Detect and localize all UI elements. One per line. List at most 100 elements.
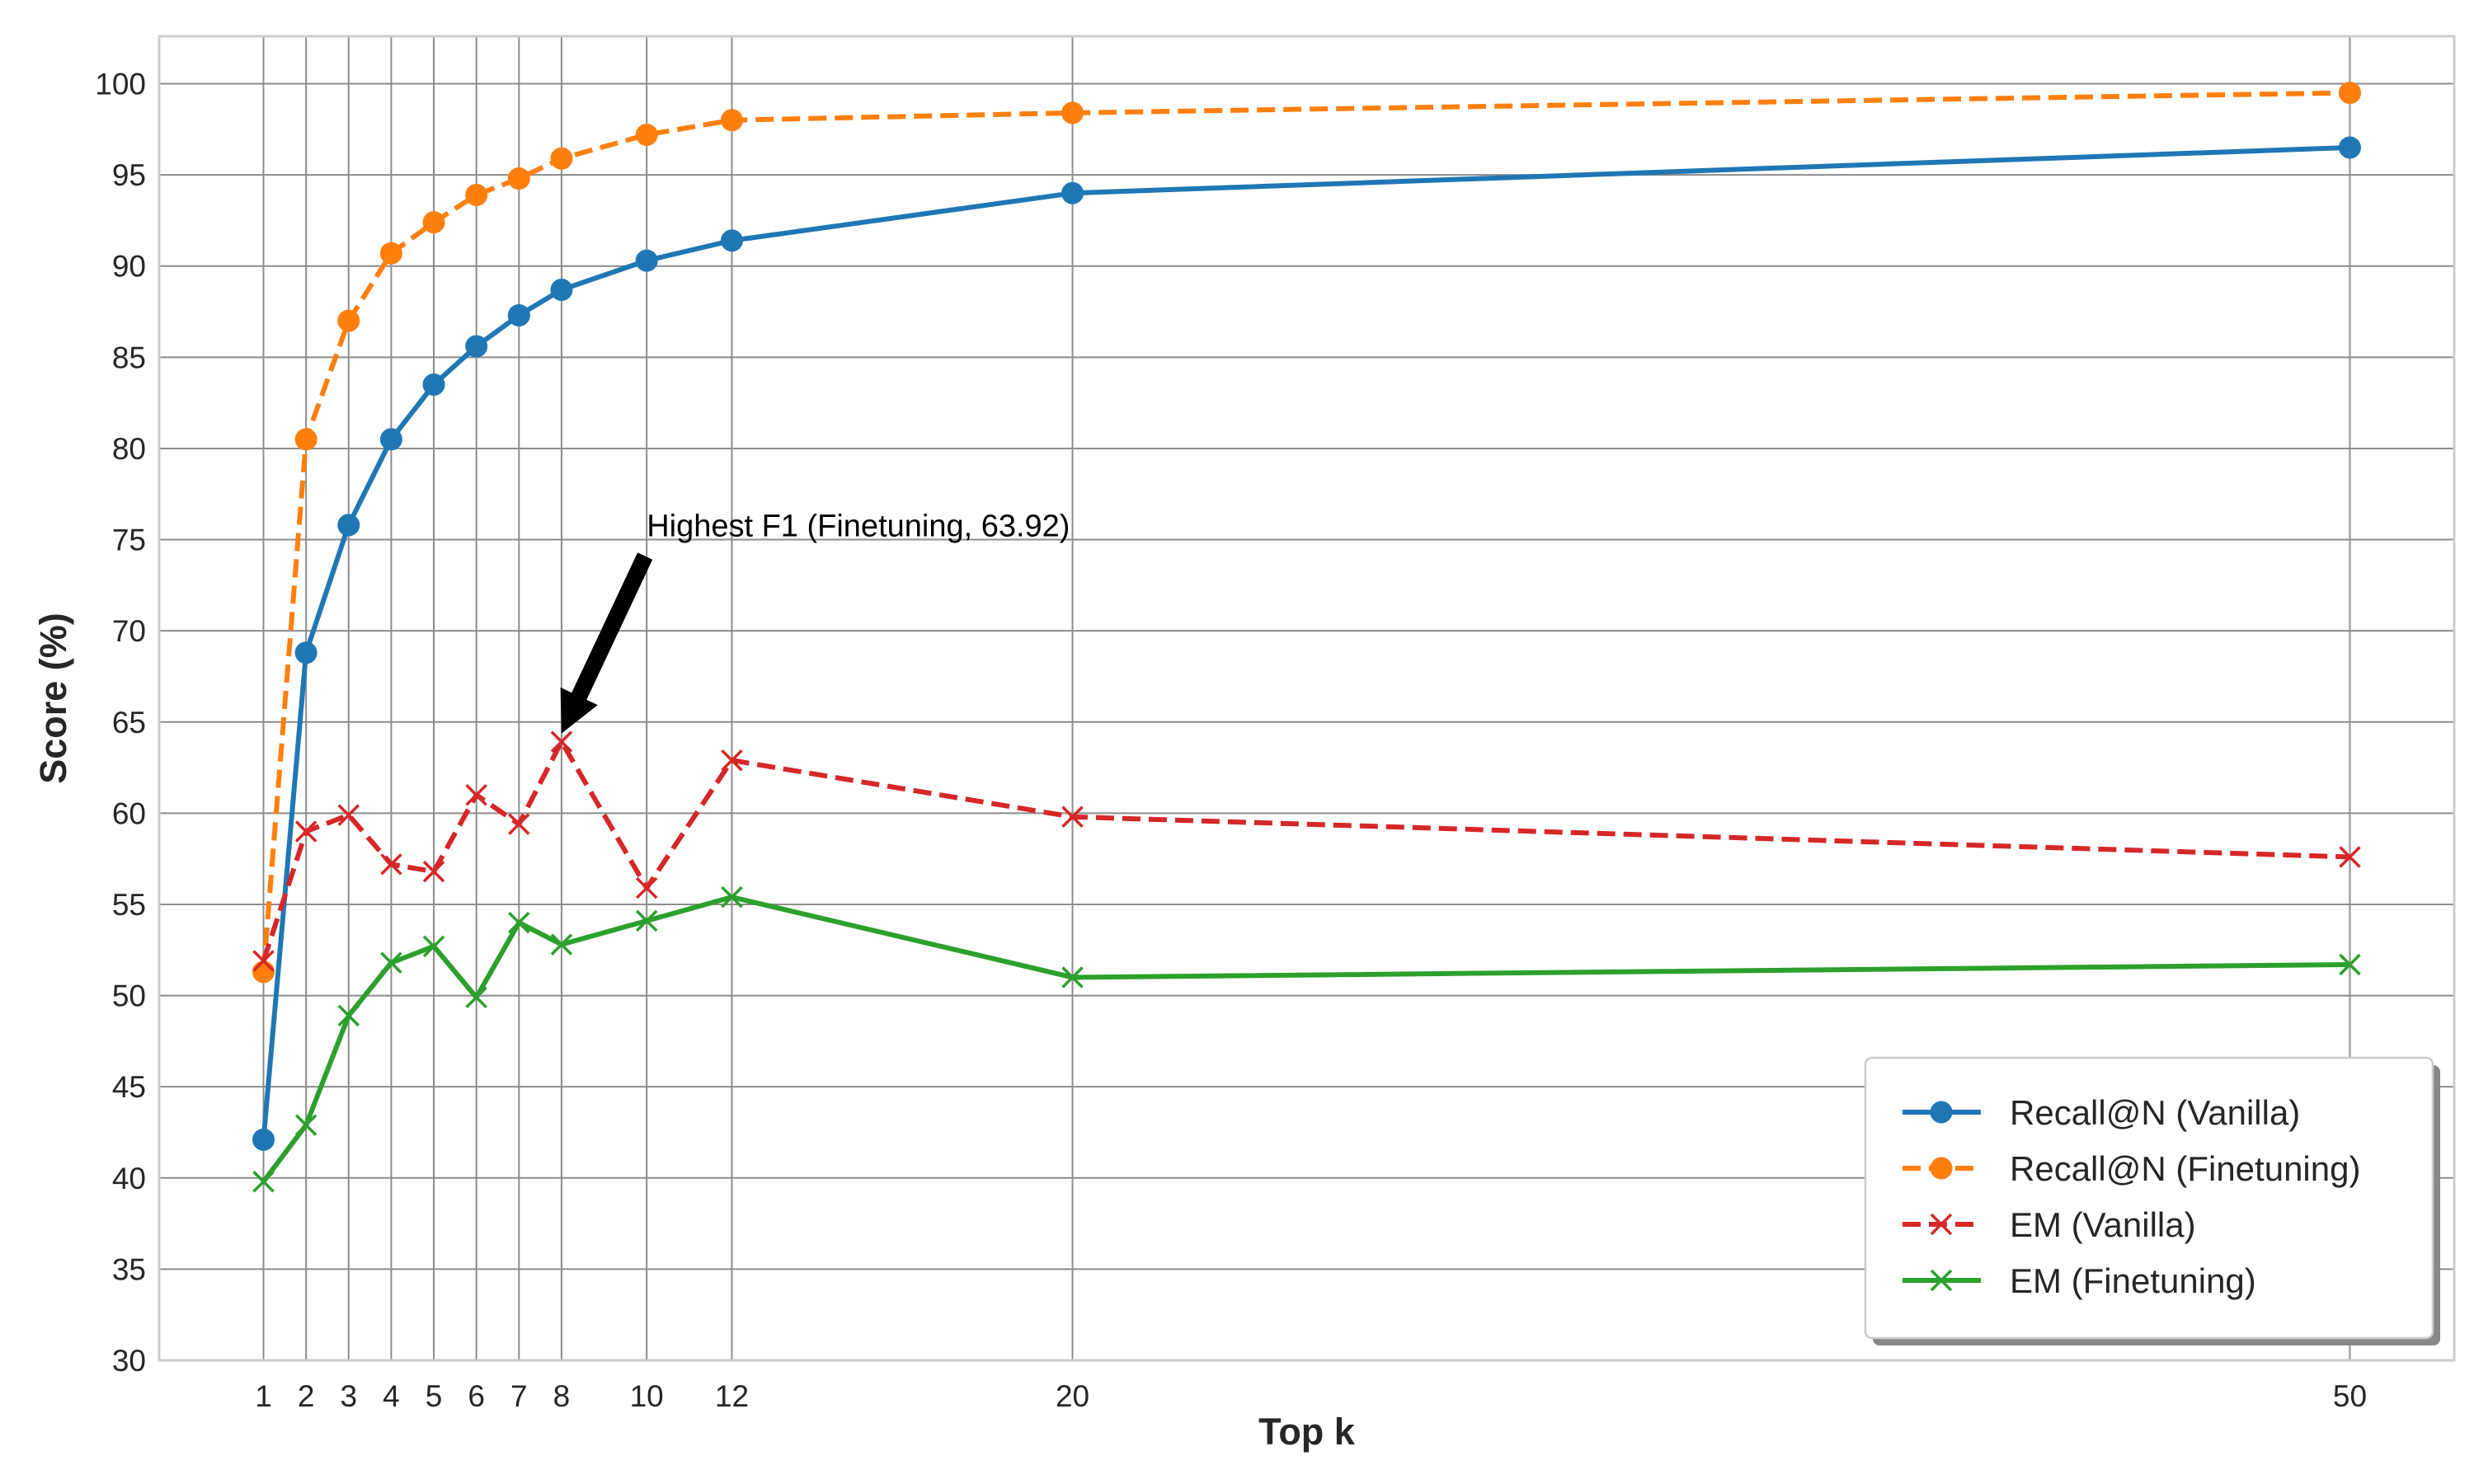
legend-item: EM (Finetuning) xyxy=(1903,1261,2256,1300)
data-point xyxy=(721,749,743,772)
y-tick-label: 60 xyxy=(112,796,146,830)
y-tick-label: 45 xyxy=(112,1070,146,1104)
data-point xyxy=(508,813,530,835)
y-tick-label: 90 xyxy=(112,250,146,284)
data-point xyxy=(1930,1213,1953,1236)
series-em-vanilla xyxy=(252,730,2361,972)
annotation: Highest F1 (Finetuning, 63.92) xyxy=(560,510,1070,734)
data-point xyxy=(635,876,658,899)
x-tick-label: 12 xyxy=(715,1379,749,1413)
data-point xyxy=(337,514,360,537)
x-tick-label: 10 xyxy=(630,1379,664,1413)
data-point xyxy=(635,123,658,146)
data-point xyxy=(1930,1269,1953,1292)
series-line xyxy=(261,895,2350,1184)
annotation-arrow xyxy=(560,552,653,734)
data-point xyxy=(2339,953,2361,976)
data-point xyxy=(1061,966,1084,989)
y-tick-label: 85 xyxy=(112,340,146,374)
series-em-finetuning xyxy=(252,885,2361,1193)
series-recall-n-vanilla xyxy=(252,136,2361,1151)
x-tick-label: 50 xyxy=(2333,1379,2367,1413)
y-tick-label: 70 xyxy=(112,614,146,648)
y-tick-label: 80 xyxy=(112,432,146,466)
data-point xyxy=(2339,136,2361,159)
data-point xyxy=(635,909,658,932)
data-point xyxy=(1930,1101,1953,1124)
data-point xyxy=(1061,805,1084,829)
legend-box xyxy=(1864,1056,2434,1340)
data-point xyxy=(294,428,317,451)
y-axis-label: Score (%) xyxy=(32,613,74,784)
data-point xyxy=(550,147,573,170)
data-point xyxy=(2339,846,2361,868)
series-lines xyxy=(252,82,2361,1193)
data-point xyxy=(422,935,445,958)
data-point xyxy=(507,303,530,326)
y-tick-label: 75 xyxy=(112,524,146,557)
data-point xyxy=(1061,101,1084,124)
y-tick-label: 55 xyxy=(112,888,146,922)
data-point xyxy=(379,428,402,451)
legend-item: Recall@N (Vanilla) xyxy=(1903,1093,2300,1132)
data-point xyxy=(337,1004,360,1027)
y-tick-label: 50 xyxy=(112,979,146,1013)
y-tick-label: 35 xyxy=(112,1252,146,1286)
data-point xyxy=(379,242,402,265)
x-tick-label: 6 xyxy=(468,1379,485,1413)
legend-label: Recall@N (Finetuning) xyxy=(2010,1149,2360,1188)
x-tick-label: 3 xyxy=(340,1379,357,1413)
x-axis-label: Top k xyxy=(1258,1411,1356,1453)
data-point xyxy=(508,911,530,934)
data-point xyxy=(337,804,360,826)
y-tick-label: 30 xyxy=(112,1344,146,1378)
data-point xyxy=(465,986,487,1009)
data-point xyxy=(507,167,530,190)
data-point xyxy=(2339,82,2361,105)
annotation-text: Highest F1 (Finetuning, 63.92) xyxy=(647,510,1070,544)
series-recall-n-finetuning xyxy=(252,82,2361,984)
y-tick-label: 65 xyxy=(112,706,146,740)
data-point xyxy=(294,820,317,843)
x-tick-label: 1 xyxy=(255,1379,272,1413)
x-tick-label: 4 xyxy=(383,1379,400,1413)
data-point xyxy=(294,641,317,665)
data-point xyxy=(252,1128,275,1151)
data-point xyxy=(422,211,445,234)
data-point xyxy=(380,853,402,876)
y-tick-label: 95 xyxy=(112,158,146,192)
series-line xyxy=(261,739,2350,962)
data-point xyxy=(465,335,488,358)
x-tick-label: 20 xyxy=(1056,1379,1089,1413)
data-point xyxy=(465,784,487,806)
legend-item: EM (Vanilla) xyxy=(1903,1205,2196,1244)
x-tick-label: 2 xyxy=(298,1379,315,1413)
x-tick-label: 5 xyxy=(426,1379,443,1413)
data-point xyxy=(465,183,488,206)
data-point xyxy=(422,373,445,397)
data-point xyxy=(1061,181,1084,204)
data-point xyxy=(721,885,743,909)
data-point xyxy=(337,309,360,332)
gridlines xyxy=(159,36,2454,1361)
x-tick-label: 7 xyxy=(510,1379,528,1413)
y-tick-label: 100 xyxy=(95,68,146,101)
data-point xyxy=(252,1170,275,1193)
series-line xyxy=(261,90,2350,973)
legend-label: Recall@N (Vanilla) xyxy=(2010,1093,2300,1132)
plot-frame xyxy=(158,35,2456,1362)
data-point xyxy=(635,249,658,272)
data-point xyxy=(380,951,402,974)
data-point xyxy=(252,960,275,984)
data-point xyxy=(550,730,573,753)
data-point xyxy=(550,278,573,301)
data-point xyxy=(252,950,275,972)
data-point xyxy=(550,933,573,956)
data-point xyxy=(294,1114,317,1136)
series-line xyxy=(261,144,2350,1140)
legend-label: EM (Vanilla) xyxy=(2010,1205,2196,1244)
y-tick-label: 40 xyxy=(112,1162,146,1195)
